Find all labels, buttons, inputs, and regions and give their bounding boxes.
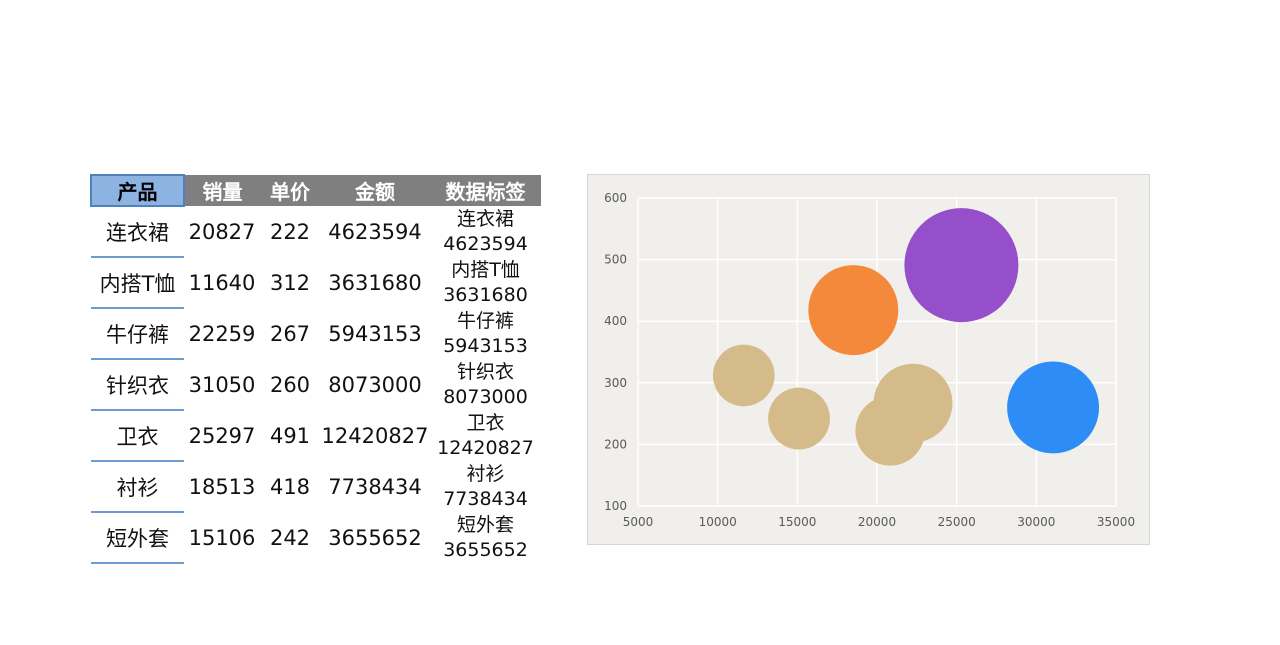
cell-amount[interactable]: 3631680 xyxy=(328,270,422,295)
table-row: 连衣裙 20827 222 4623594 连衣裙 4623594 xyxy=(91,206,541,258)
data-label-name: 连衣裙 xyxy=(456,207,514,230)
data-label-value: 8073000 xyxy=(443,385,528,408)
data-label-name: 牛仔裤 xyxy=(456,309,514,332)
data-label-name: 卫衣 xyxy=(466,411,505,434)
cell-price[interactable]: 418 xyxy=(269,474,311,499)
cell-amount[interactable]: 12420827 xyxy=(321,423,429,448)
cell-amount[interactable]: 8073000 xyxy=(328,372,422,397)
cell-price[interactable]: 491 xyxy=(269,423,311,448)
data-label-name: 针织衣 xyxy=(456,360,514,383)
cell-sales[interactable]: 18513 xyxy=(188,474,256,499)
x-tick-label: 35000 xyxy=(1097,515,1135,529)
bubble[interactable] xyxy=(712,344,775,407)
x-tick-label: 25000 xyxy=(938,515,976,529)
cell-amount[interactable]: 3655652 xyxy=(328,525,422,550)
x-tick-label: 30000 xyxy=(1017,515,1055,529)
data-label-value: 4623594 xyxy=(443,232,528,255)
x-tick-label: 10000 xyxy=(699,515,737,529)
cell-product[interactable]: 短外套 xyxy=(91,512,184,564)
cell-data-label[interactable]: 连衣裙 4623594 xyxy=(430,206,541,257)
table-row: 衬衫 18513 418 7738434 衬衫 7738434 xyxy=(91,461,541,513)
y-tick-label: 300 xyxy=(604,376,627,390)
bubble[interactable] xyxy=(1007,361,1100,454)
cell-product[interactable]: 针织衣 xyxy=(91,359,184,411)
table-row: 短外套 15106 242 3655652 短外套 3655652 xyxy=(91,512,541,564)
cell-data-label[interactable]: 卫衣 12420827 xyxy=(430,410,541,461)
cell-price[interactable]: 242 xyxy=(269,525,311,550)
y-tick-label: 100 xyxy=(604,499,627,513)
cell-amount[interactable]: 4623594 xyxy=(328,219,422,244)
cell-price[interactable]: 222 xyxy=(269,219,311,244)
cell-product[interactable]: 牛仔裤 xyxy=(91,308,184,360)
x-tick-label: 5000 xyxy=(623,515,654,529)
table-row: 牛仔裤 22259 267 5943153 牛仔裤 5943153 xyxy=(91,308,541,360)
data-label-value: 3655652 xyxy=(443,538,528,561)
table-header-row: 产品 销量 单价 金额 数据标签 xyxy=(90,174,541,207)
table-row: 卫衣 25297 491 12420827 卫衣 12420827 xyxy=(91,410,541,462)
header-data-label[interactable]: 数据标签 xyxy=(430,175,541,206)
cell-sales[interactable]: 15106 xyxy=(188,525,256,550)
data-label-value: 3631680 xyxy=(443,283,528,306)
table-row: 针织衣 31050 260 8073000 针织衣 8073000 xyxy=(91,359,541,411)
cell-product[interactable]: 衬衫 xyxy=(91,461,184,513)
header-price[interactable]: 单价 xyxy=(260,175,320,206)
y-tick-label: 500 xyxy=(604,253,627,267)
cell-amount[interactable]: 5943153 xyxy=(328,321,422,346)
cell-product[interactable]: 卫衣 xyxy=(91,410,184,462)
cell-price[interactable]: 260 xyxy=(269,372,311,397)
data-label-name: 内搭T恤 xyxy=(451,258,520,281)
table-row: 内搭T恤 11640 312 3631680 内搭T恤 3631680 xyxy=(91,257,541,309)
data-label-name: 短外套 xyxy=(456,513,514,536)
y-tick-label: 600 xyxy=(604,191,627,205)
cell-data-label[interactable]: 短外套 3655652 xyxy=(430,512,541,563)
cell-data-label[interactable]: 内搭T恤 3631680 xyxy=(430,257,541,308)
cell-sales[interactable]: 25297 xyxy=(188,423,256,448)
bubble[interactable] xyxy=(873,363,953,443)
bubble[interactable] xyxy=(904,208,1019,323)
cell-price[interactable]: 267 xyxy=(269,321,311,346)
x-tick-label: 15000 xyxy=(778,515,816,529)
x-tick-label: 20000 xyxy=(858,515,896,529)
cell-product[interactable]: 连衣裙 xyxy=(91,206,184,258)
header-sales[interactable]: 销量 xyxy=(184,175,260,206)
header-product[interactable]: 产品 xyxy=(90,174,185,207)
product-table-container: 产品 销量 单价 金额 数据标签 连衣裙 20827 222 4623594 连衣裙 46… xyxy=(90,174,541,564)
cell-sales[interactable]: 22259 xyxy=(188,321,256,346)
table-body: 连衣裙 20827 222 4623594 连衣裙 4623594 内搭T恤 11640 312… xyxy=(91,206,541,564)
bubble-chart-area: 5000 10000 15000 20000 25000 30000 35000 100 200… xyxy=(587,174,1150,545)
y-tick-label: 200 xyxy=(604,437,627,451)
data-label-value: 12420827 xyxy=(437,436,534,459)
cell-data-label[interactable]: 衬衫 7738434 xyxy=(430,461,541,512)
data-label-value: 5943153 xyxy=(443,334,528,357)
bubble-chart: 5000 10000 15000 20000 25000 30000 35000 100 200… xyxy=(604,191,1135,529)
cell-product[interactable]: 内搭T恤 xyxy=(91,257,184,309)
header-amount[interactable]: 金额 xyxy=(320,175,430,206)
y-tick-label: 400 xyxy=(604,314,627,328)
product-table: 产品 销量 单价 金额 数据标签 连衣裙 20827 222 4623594 连衣裙 46… xyxy=(90,174,541,564)
bubble[interactable] xyxy=(768,387,830,450)
cell-amount[interactable]: 7738434 xyxy=(328,474,422,499)
data-label-value: 7738434 xyxy=(443,487,528,510)
data-label-name: 衬衫 xyxy=(466,462,505,485)
cell-data-label[interactable]: 针织衣 8073000 xyxy=(430,359,541,410)
cell-sales[interactable]: 20827 xyxy=(188,219,256,244)
bubble[interactable] xyxy=(808,265,899,356)
cell-price[interactable]: 312 xyxy=(269,270,311,295)
cell-sales[interactable]: 31050 xyxy=(188,372,256,397)
cell-sales[interactable]: 11640 xyxy=(188,270,256,295)
cell-data-label[interactable]: 牛仔裤 5943153 xyxy=(430,308,541,359)
